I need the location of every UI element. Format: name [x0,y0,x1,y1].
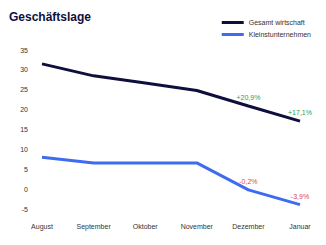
svg-text:-3,9%: -3,9% [291,193,309,200]
svg-text:September: September [76,223,111,231]
svg-text:November: November [181,223,214,230]
svg-text:30: 30 [20,66,28,73]
svg-text:35: 35 [20,47,28,54]
svg-text:August: August [31,223,53,231]
svg-text:Gesamt wirtschaft: Gesamt wirtschaft [249,19,305,26]
svg-text:-0,2%: -0,2% [239,178,257,185]
svg-text:10: 10 [20,146,28,153]
svg-text:Dezember: Dezember [232,223,265,230]
svg-text:Januar: Januar [289,223,311,230]
svg-text:15: 15 [20,126,28,133]
svg-text:Kleinstunternehmen: Kleinstunternehmen [249,31,311,38]
svg-text:Geschäftslage: Geschäftslage [9,10,91,24]
svg-text:+20,9%: +20,9% [236,94,260,101]
svg-text:Oktober: Oktober [133,223,159,230]
svg-text:25: 25 [20,86,28,93]
svg-text:20: 20 [20,106,28,113]
svg-text:0: 0 [24,186,28,193]
svg-text:-5: -5 [22,206,28,213]
svg-text:+17,1%: +17,1% [288,109,312,116]
svg-text:5: 5 [24,166,28,173]
